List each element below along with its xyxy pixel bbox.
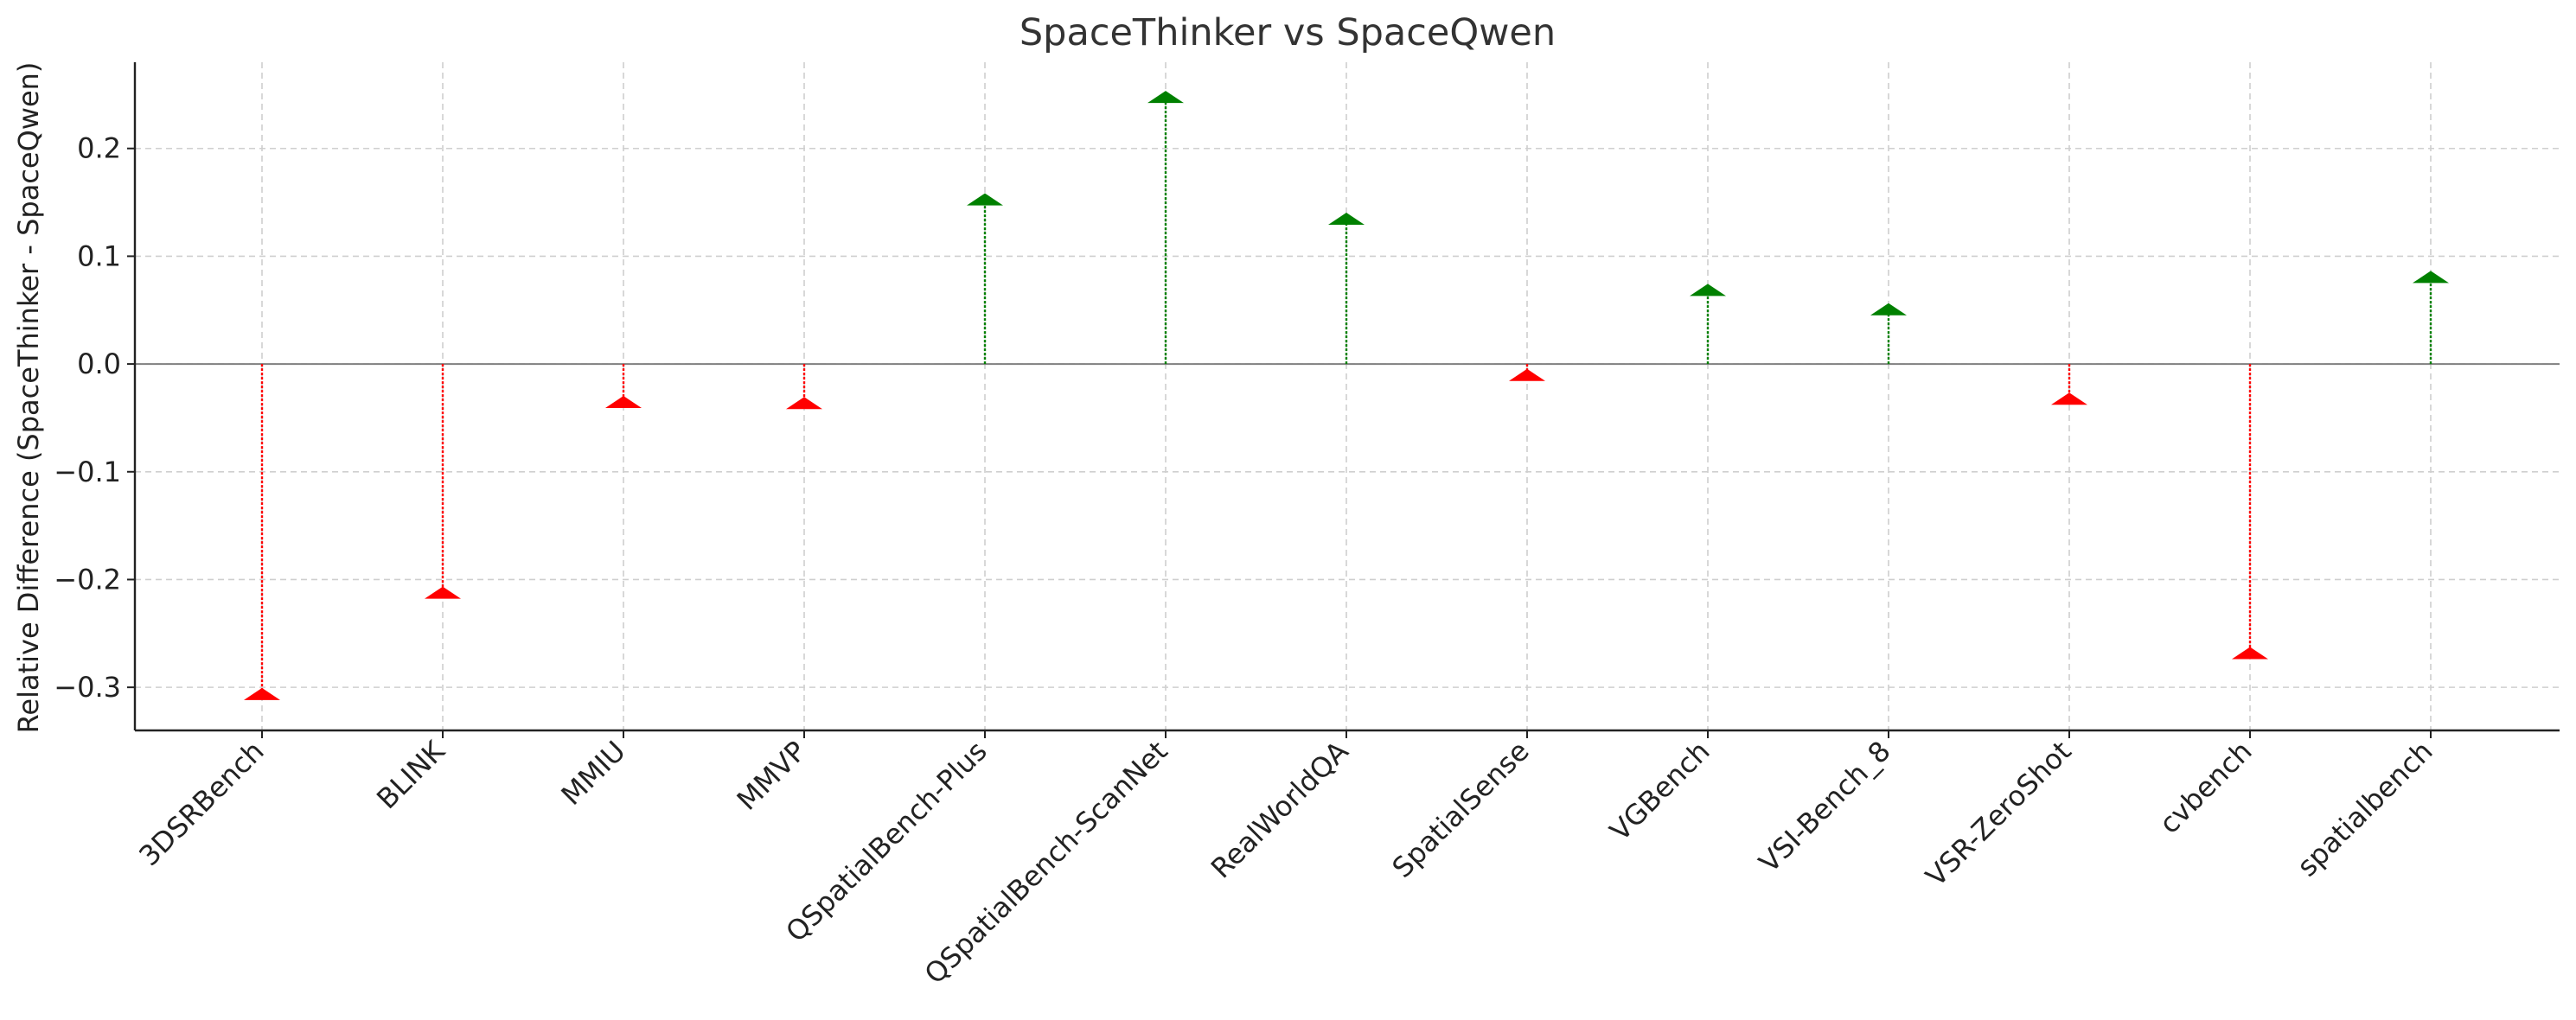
x-tick-label: SpatialSense [1386, 735, 1536, 884]
x-tick-label: spatialbench [2291, 735, 2439, 883]
chart-title: SpaceThinker vs SpaceQwen [1020, 11, 1556, 54]
stem-marker [1690, 284, 1726, 296]
stem-marker [967, 193, 1003, 206]
y-tick-label: 0.1 [77, 239, 121, 272]
stem-mark [2413, 271, 2449, 365]
x-tick-label: BLINK [370, 734, 451, 815]
stem-mark [967, 193, 1003, 365]
x-tick-label: VSR-ZeroShot [1919, 735, 2077, 893]
stem-marker [1870, 303, 1907, 316]
x-tick-label: cvbench [2153, 735, 2259, 840]
x-tick-label: VGBench [1603, 735, 1716, 847]
stem-mark [1147, 91, 1184, 365]
stem-mark [786, 364, 822, 410]
x-tick-label: MMIU [555, 735, 632, 812]
stem-mark [1328, 213, 1365, 365]
stem-mark [2232, 364, 2268, 660]
stem-mark [2051, 364, 2087, 405]
y-ticks: −0.3 −0.2 −0.1 0.0 0.1 0.2 [54, 132, 135, 704]
stem-marker [786, 397, 822, 410]
axes [133, 62, 2560, 732]
stem-mark [605, 364, 642, 408]
x-tick-label: RealWorldQA [1205, 735, 1355, 885]
grid [135, 62, 2560, 730]
stem-mark [1509, 364, 1545, 381]
x-tick-label: VSI-Bench_8 [1753, 735, 1897, 879]
stem-marker [244, 687, 280, 700]
stem-marker [2232, 647, 2268, 660]
stem-marker [2413, 271, 2449, 284]
y-axis-label: Relative Difference (SpaceThinker - Spac… [12, 62, 45, 734]
stem-marker [1328, 213, 1365, 226]
stem-mark [1870, 303, 1907, 365]
x-tick-label: 3DSRBench [132, 735, 270, 872]
y-tick-label: 0.0 [77, 347, 121, 380]
x-tick-label: MMVP [731, 735, 813, 817]
stem-mark [425, 364, 461, 599]
y-tick-label: −0.3 [54, 671, 121, 704]
stem-marker [425, 586, 461, 599]
stem-mark [244, 364, 280, 700]
stem-marker [1509, 368, 1545, 381]
x-tick-label: QSpatialBench-Plus [779, 735, 993, 948]
stem-mark [1690, 284, 1726, 365]
stem-marker [2051, 392, 2087, 405]
y-tick-label: 0.2 [77, 132, 121, 165]
x-ticks: 3DSRBench BLINK MMIU MMVPQSpatialBench-Plus… [132, 730, 2439, 991]
y-tick-label: −0.2 [54, 563, 121, 596]
stem-marker [605, 395, 642, 408]
stems [244, 91, 2449, 700]
y-tick-label: −0.1 [54, 456, 121, 488]
stem-marker [1147, 91, 1184, 104]
